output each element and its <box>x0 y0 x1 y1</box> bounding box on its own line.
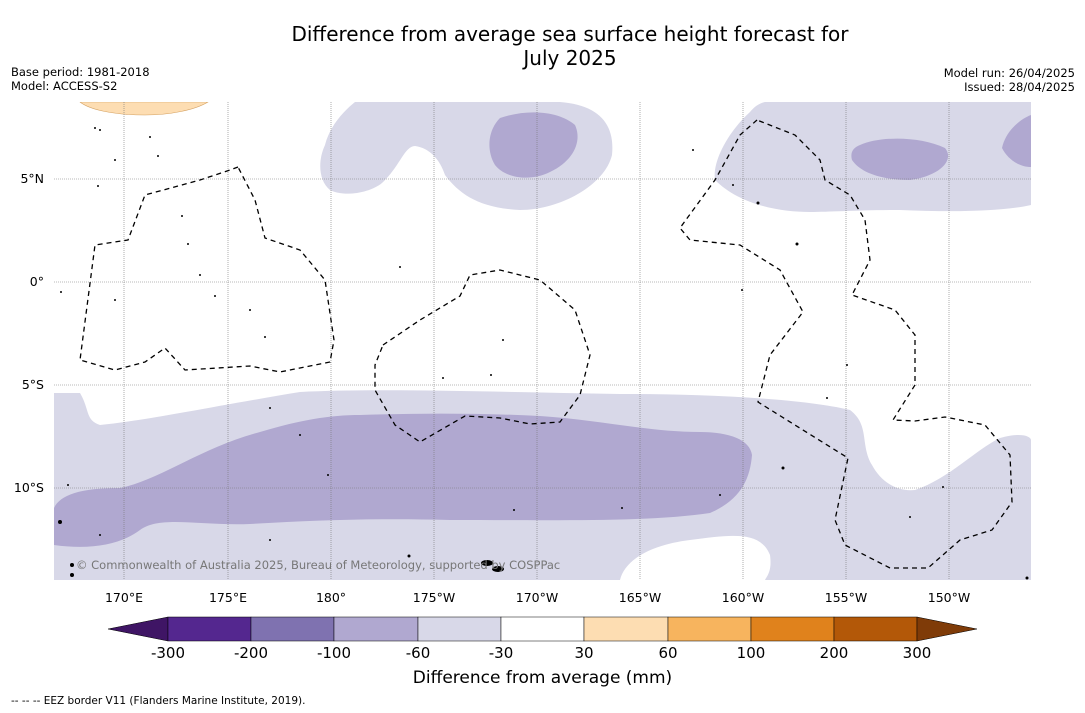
colorbar-segment-6 <box>583 616 669 642</box>
positive-anomaly-patch <box>79 102 209 116</box>
model-name: Model: ACCESS-S2 <box>11 79 118 93</box>
anomaly-core-north-east <box>851 138 949 180</box>
lon-label-155w: 155°W <box>824 590 868 605</box>
eez-border-kiribati-line <box>679 119 1013 569</box>
colorbar-extend-high <box>916 616 978 642</box>
colorbar-tick: 30 <box>574 644 594 662</box>
eez-border-tuvalu <box>79 166 335 373</box>
anomaly-core-south <box>54 413 752 547</box>
lon-label-170w: 170°W <box>515 590 559 605</box>
lon-label-165w: 165°W <box>618 590 662 605</box>
colorbar-segment-9 <box>833 616 918 642</box>
colorbar-tick: -60 <box>405 644 431 662</box>
colorbar-tick: 200 <box>819 644 849 662</box>
colorbar-tick: 60 <box>658 644 678 662</box>
colorbar-segment-1 <box>167 616 252 642</box>
colorbar-extend-low <box>107 616 169 642</box>
colorbar-tick: -300 <box>150 644 186 662</box>
eez-borders <box>79 119 1013 569</box>
lat-label-0: 0° <box>29 274 44 289</box>
anomaly-core-north-central <box>489 112 578 178</box>
run-info: Model run: 26/04/2025 Issued: 28/04/2025 <box>944 66 1075 94</box>
copyright-notice: © Commonwealth of Australia 2025, Bureau… <box>76 558 561 572</box>
map-title: Difference from average sea surface heig… <box>220 22 920 70</box>
colorbar-tick: 300 <box>902 644 932 662</box>
colorbar-segment-8 <box>750 616 835 642</box>
neutral-patch-south <box>620 535 771 580</box>
base-info: Base period: 1981-2018 Model: ACCESS-S2 <box>11 65 150 93</box>
lon-label-175w: 175°W <box>412 590 456 605</box>
model-run: Model run: 26/04/2025 <box>943 66 1075 80</box>
colorbar-tick: -100 <box>316 644 352 662</box>
graticule <box>54 102 1031 580</box>
colorbar-segment-2 <box>250 616 335 642</box>
lon-label-170e: 170°E <box>104 590 143 605</box>
lon-label-160w: 160°W <box>721 590 765 605</box>
title-line-2: July 2025 <box>523 46 617 70</box>
lon-label-150w: 150°W <box>927 590 971 605</box>
colorbar-tick: 100 <box>736 644 766 662</box>
colorbar-segment-5 <box>500 616 585 642</box>
islands <box>58 127 1029 580</box>
lat-label-5n: 5°N <box>20 171 44 186</box>
colorbar-title: Difference from average (mm) <box>412 668 673 688</box>
title-line-1: Difference from average sea surface heig… <box>291 22 849 46</box>
colorbar-tick: -30 <box>488 644 514 662</box>
eez-border-tokelau <box>374 269 591 443</box>
colorbar-segment-4 <box>417 616 502 642</box>
lon-label-180: 180° <box>315 590 347 605</box>
anomaly-core-far-east <box>1002 115 1031 167</box>
lon-label-175e: 175°E <box>208 590 247 605</box>
lat-label-5s: 5°S <box>21 377 44 392</box>
eez-legend-note: -- -- -- EEZ border V11 (Flanders Marine… <box>11 695 306 707</box>
issued-date: Issued: 28/04/2025 <box>964 80 1075 94</box>
base-period: Base period: 1981-2018 <box>11 65 150 79</box>
colorbar-tick: -200 <box>233 644 269 662</box>
colorbar-segment-3 <box>333 616 419 642</box>
lat-label-10s: 10°S <box>13 480 44 495</box>
colorbar-segment-7 <box>667 616 752 642</box>
